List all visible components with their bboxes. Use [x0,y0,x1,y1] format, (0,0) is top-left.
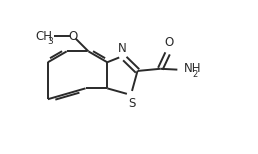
Text: O: O [69,30,78,43]
Text: 3: 3 [47,37,53,46]
Text: N: N [118,42,127,55]
Text: CH: CH [36,30,53,43]
Text: NH: NH [184,62,201,75]
Text: O: O [164,36,174,49]
Text: S: S [128,97,135,110]
Text: 2: 2 [192,69,198,79]
